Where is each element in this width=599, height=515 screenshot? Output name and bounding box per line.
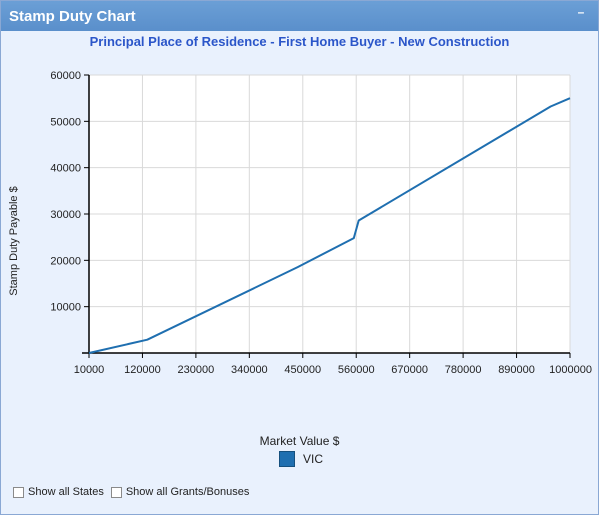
panel-header: Stamp Duty Chart – — [1, 1, 598, 31]
y-tick-label: 50000 — [50, 116, 81, 128]
show-all-states-checkbox[interactable] — [13, 486, 24, 498]
chart-title: Principal Place of Residence - First Hom… — [89, 34, 510, 49]
legend-label-vic: VIC — [303, 452, 324, 466]
panel-title: Stamp Duty Chart — [9, 8, 136, 25]
x-tick-label: 780000 — [445, 364, 482, 376]
show-all-states-label: Show all States — [28, 486, 104, 498]
x-tick-label: 670000 — [391, 364, 428, 376]
x-tick-label: 450000 — [284, 364, 321, 376]
legend-swatch-vic — [279, 451, 295, 467]
x-axis-label: Market Value $ — [259, 434, 340, 448]
chart-options: Show all States Show all Grants/Bonuses — [13, 486, 256, 498]
series-group — [88, 97, 571, 354]
x-tick-label: 340000 — [231, 364, 268, 376]
x-tick-label: 890000 — [498, 364, 535, 376]
x-tick-label: 120000 — [124, 364, 161, 376]
y-axis-label: Stamp Duty Payable $ — [8, 186, 20, 295]
x-tick-label: 1000000 — [549, 364, 592, 376]
x-tick-labels: 10000 120000 230000 340000 450000 560000 67000… — [74, 353, 592, 376]
show-all-states-option[interactable]: Show all States — [13, 486, 104, 498]
x-tick-label: 230000 — [178, 364, 215, 376]
collapse-icon[interactable]: – — [577, 5, 585, 19]
chart-plot: 10000 20000 30000 40000 50000 60000 10000 1200… — [8, 70, 592, 376]
show-all-grants-checkbox[interactable] — [110, 486, 122, 498]
y-tick-label: 30000 — [50, 209, 81, 221]
series-line-vic — [88, 97, 571, 354]
y-tick-label: 20000 — [50, 255, 81, 267]
y-tick-label: 40000 — [50, 163, 81, 175]
y-tick-labels: 10000 20000 30000 40000 50000 60000 — [50, 70, 89, 314]
show-all-grants-option[interactable]: Show all Grants/Bonuses — [110, 486, 250, 498]
x-tick-label: 560000 — [338, 364, 375, 376]
show-all-grants-label: Show all Grants/Bonuses — [125, 486, 250, 498]
y-tick-label: 60000 — [50, 70, 81, 82]
grid-lines — [89, 74, 571, 353]
x-tick-label: 10000 — [74, 364, 105, 376]
y-tick-label: 10000 — [50, 302, 81, 314]
legend: VIC — [279, 451, 323, 467]
